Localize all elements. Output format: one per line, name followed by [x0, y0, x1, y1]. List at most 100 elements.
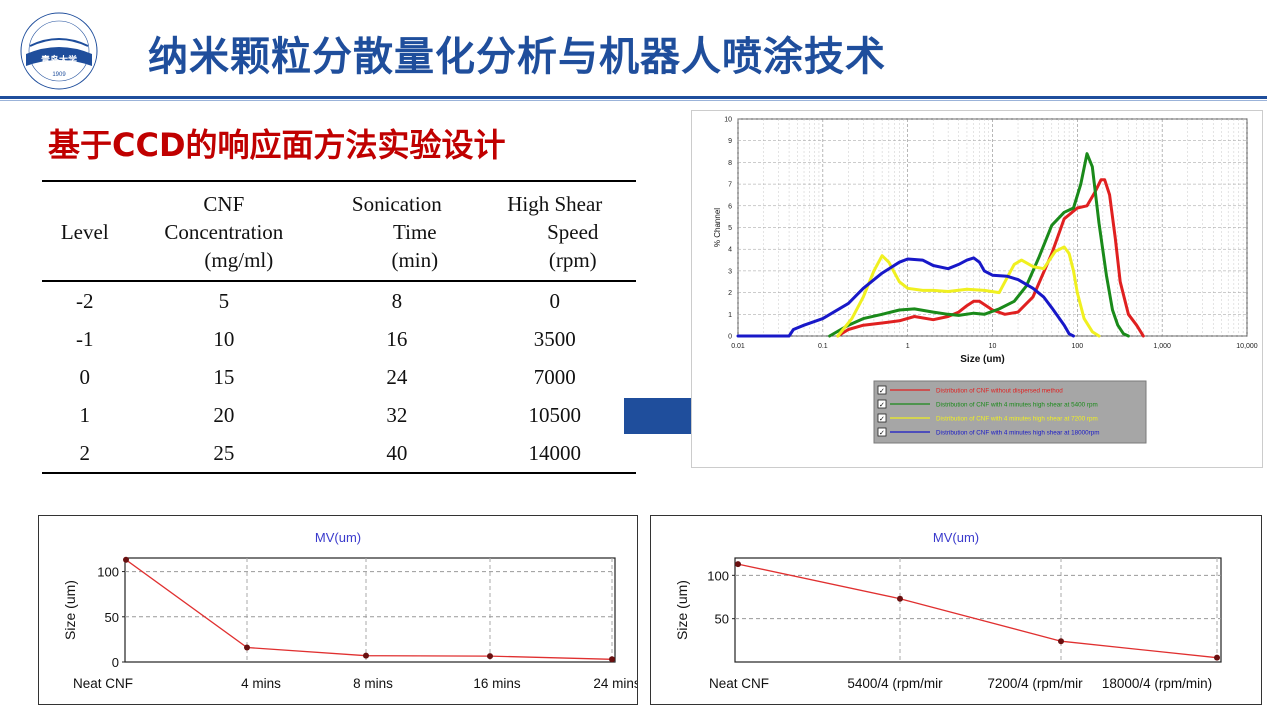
header-level: Level [60, 220, 109, 244]
x-tick-label: 0.1 [818, 343, 828, 350]
mv-sonication-chart: MV(um) 0 50 100 Size (um) Neat CNF 4 mins 8 min… [38, 515, 638, 705]
legend-entry: Distribution of CNF without dispersed me… [936, 388, 1063, 395]
legend-checkbox [877, 427, 887, 437]
y-tick-label: 8 [728, 160, 732, 167]
checkmark-icon: ✓ [879, 416, 885, 423]
legend-box [873, 380, 1147, 444]
table-row: 1 20 32 10500 [42, 396, 636, 434]
x-tick-label: 5400/4 (rpm/mir [847, 676, 943, 691]
table-cell: 32 [386, 402, 408, 427]
checkmark-icon: ✓ [879, 388, 885, 395]
x-axis-label: Size (um) [960, 354, 1004, 365]
data-point [735, 561, 741, 568]
design-table: Level CNF Concentration (mg/ml) Sonicati… [42, 180, 636, 474]
y-tick-label: 50 [105, 610, 119, 625]
university-logo-icon: 青岛大学 1909 [20, 12, 98, 90]
header-high-shear-speed: High Shear Speed (rpm) [507, 192, 603, 272]
header-sonication-time: Sonication Time (min) [351, 192, 442, 272]
legend-checkbox [877, 413, 887, 423]
plot-area [734, 557, 1222, 663]
table-cell: 14000 [528, 440, 582, 465]
x-tick-label: 16 mins [473, 676, 521, 691]
y-tick-label: 50 [715, 612, 729, 627]
y-axis-label: % Channel [713, 208, 722, 247]
legend-entry: Distribution of CNF with 4 minutes high … [936, 416, 1098, 423]
y-axis-label: Size (um) [674, 580, 690, 640]
table-cell: 7000 [533, 364, 576, 389]
data-point [897, 595, 903, 602]
table-cell: 0 [79, 364, 91, 389]
data-point [1214, 654, 1220, 661]
y-axis-label: Size (um) [62, 580, 78, 640]
y-tick-label: 3 [728, 268, 732, 275]
y-tick-label: 10 [724, 117, 732, 124]
table-cell: 10 [213, 326, 235, 351]
data-point [363, 652, 369, 659]
table-row: -2 5 8 0 [42, 281, 636, 320]
x-tick-label: Neat CNF [709, 676, 769, 691]
x-tick-label: 1,000 [1153, 343, 1171, 350]
x-tick-label: 18000/4 (rpm/min) [1102, 676, 1212, 691]
mv-shear-chart: MV(um) 50 100 Size (um) Neat CNF 5400/4 (rpm/… [650, 515, 1262, 705]
table-cell: 5 [218, 288, 230, 313]
y-tick-label: 1 [728, 312, 732, 319]
table-cell: 2 [79, 440, 91, 465]
x-tick-label: 24 mins [593, 676, 638, 691]
table-cell: 8 [391, 288, 403, 313]
y-tick-label: 9 [728, 138, 732, 145]
x-tick-label: 10 [989, 343, 997, 350]
logo-year: 1909 [52, 72, 66, 78]
legend-checkbox [877, 399, 887, 409]
table-cell: 0 [549, 288, 561, 313]
y-tick-label: 4 [728, 247, 732, 254]
plot-area [124, 557, 616, 663]
checkmark-icon: ✓ [879, 430, 885, 437]
checkmark-icon: ✓ [879, 402, 885, 409]
header-divider-thin [0, 100, 1267, 101]
table-cell: 16 [386, 326, 408, 351]
y-tick-label: 7 [728, 182, 732, 189]
page-title: 纳米颗粒分散量化分析与机器人喷涂技术 [148, 34, 886, 80]
table-row: -1 10 16 3500 [42, 320, 636, 358]
y-tick-label: 0 [728, 334, 732, 341]
header-divider [0, 96, 1267, 99]
data-point [487, 653, 493, 660]
x-tick-label: 0.01 [731, 343, 745, 350]
x-tick-label: 8 mins [353, 676, 393, 691]
y-tick-label: 100 [707, 568, 729, 583]
table-cell: 20 [213, 402, 235, 427]
legend-entry: Distribution of CNF with 4 minutes high … [936, 402, 1098, 409]
data-point [609, 656, 615, 663]
data-point [123, 556, 129, 563]
series-line-2 [836, 245, 1101, 338]
table-cell: 24 [386, 364, 408, 389]
x-tick-label: 7200/4 (rpm/mir [987, 676, 1083, 691]
logo-text: 青岛大学 [41, 54, 77, 65]
chart-title: MV(um) [933, 530, 979, 545]
series-line-3 [736, 256, 1075, 338]
y-tick-label: 100 [97, 565, 119, 580]
table-cell: 25 [213, 440, 235, 465]
x-tick-label: 100 [1071, 343, 1083, 350]
table-cell: 10500 [528, 402, 582, 427]
section-title: 基于CCD的响应面方法实验设计 [48, 126, 506, 164]
slide-header: 青岛大学 1909 纳米颗粒分散量化分析与机器人喷涂技术 [0, 0, 1267, 101]
y-tick-label: 6 [728, 203, 732, 210]
legend-checkbox [877, 385, 887, 395]
legend-entry: Distribution of CNF with 4 minutes high … [936, 430, 1099, 437]
chart-title: MV(um) [315, 530, 361, 545]
series-line-0 [836, 178, 1145, 338]
table-cell: 3500 [533, 326, 576, 351]
table-cell: -2 [76, 288, 94, 313]
x-tick-label: 4 mins [241, 676, 281, 691]
header-cnf-concentration: CNF Concentration (mg/ml) [164, 192, 284, 272]
x-tick-label: Neat CNF [73, 676, 133, 691]
table-cell: -1 [76, 326, 94, 351]
table-row: 0 15 24 7000 [42, 358, 636, 396]
x-tick-label: 10,000 [1236, 343, 1258, 350]
table-cell: 1 [79, 402, 91, 427]
y-tick-label: 2 [728, 290, 732, 297]
series-line [737, 563, 1218, 659]
data-point [1058, 638, 1064, 645]
table-cell: 40 [386, 440, 408, 465]
